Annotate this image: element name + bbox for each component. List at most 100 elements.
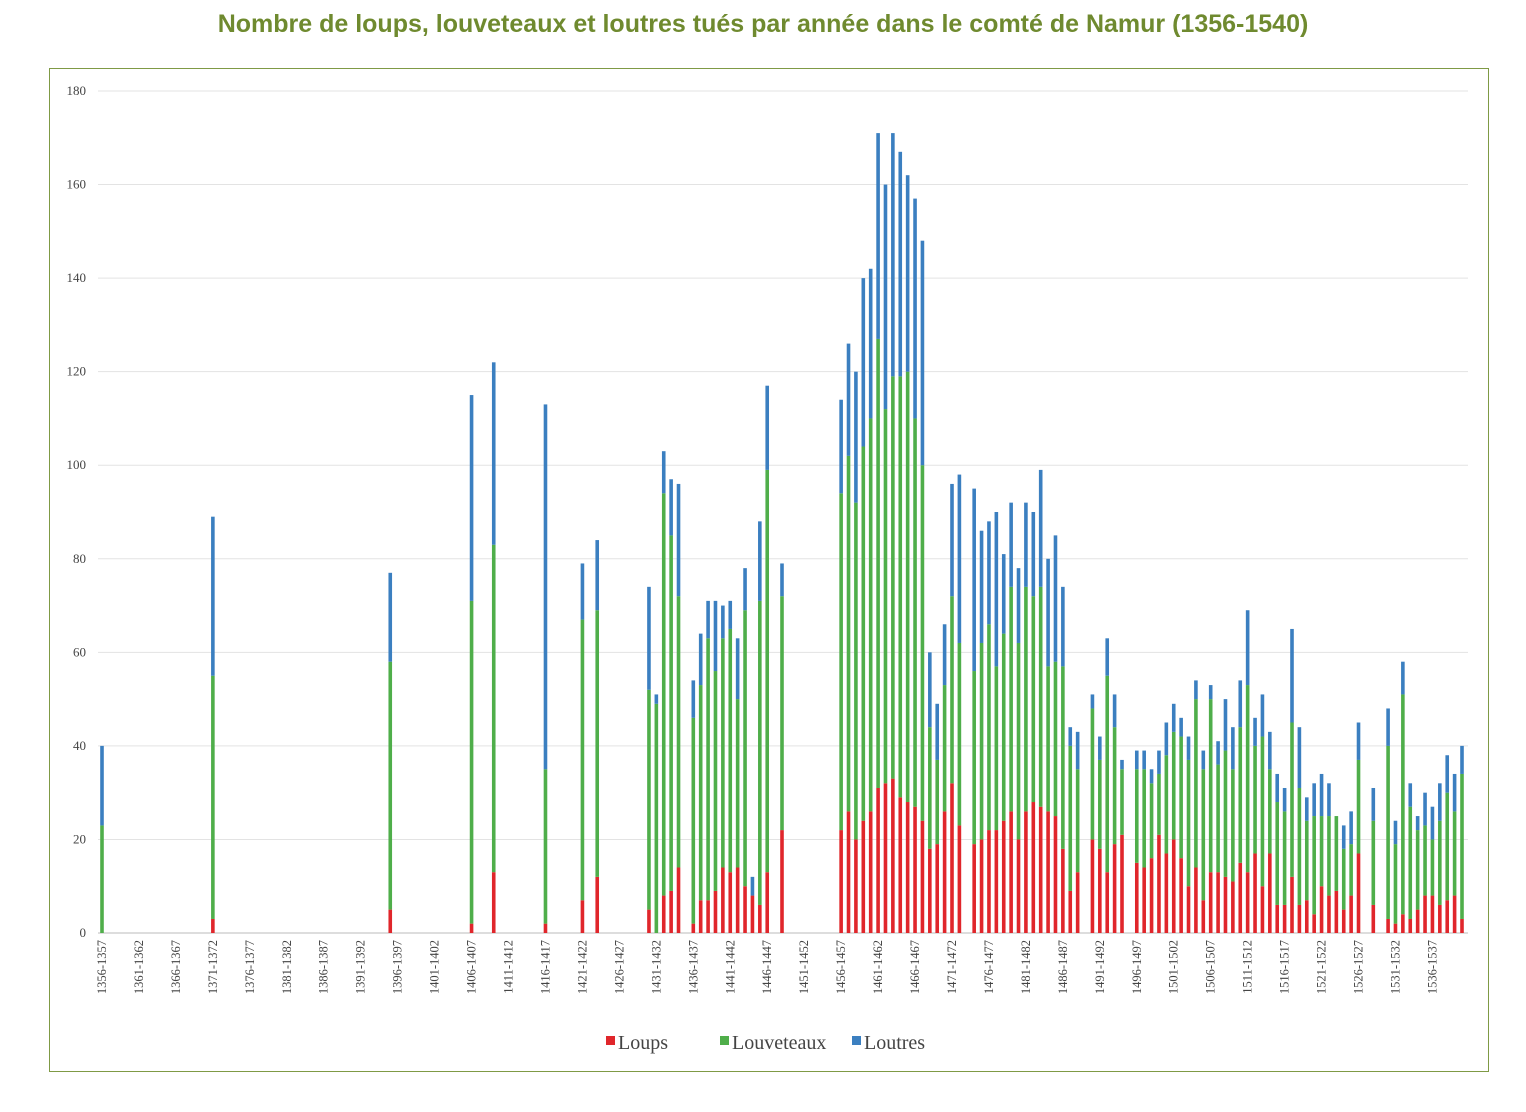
bar-louveteaux-1459 xyxy=(861,446,866,821)
bar-loutres-1502 xyxy=(1179,717,1183,737)
bar-loutres-1461 xyxy=(876,133,880,339)
bar-loups-1421 xyxy=(580,900,585,933)
bar-loups-1506 xyxy=(1208,872,1213,933)
bar-loutres-1467 xyxy=(920,240,925,466)
legend-swatch-loups xyxy=(606,1036,615,1045)
bar-loups-1433 xyxy=(669,890,673,933)
bar-louveteaux-1540 xyxy=(1460,773,1464,919)
x-tick-label: 1411-1412 xyxy=(502,940,516,994)
bar-louveteaux-1530 xyxy=(1386,745,1390,919)
bar-loutres-1490 xyxy=(1090,694,1095,709)
bar-loutres-1517 xyxy=(1290,628,1294,723)
bar-loups-1497 xyxy=(1142,867,1146,933)
bar-loutres-1511 xyxy=(1245,610,1250,686)
bar-louveteaux-1500 xyxy=(1164,755,1169,854)
bar-louveteaux-1432 xyxy=(661,493,666,896)
bar-loups-1436 xyxy=(691,923,696,933)
bar-loups-1531 xyxy=(1393,923,1398,933)
bar-loutres-1440 xyxy=(721,605,725,639)
bar-loutres-1515 xyxy=(1275,773,1280,803)
bar-louveteaux-1466 xyxy=(913,418,917,807)
bar-louveteaux-1460 xyxy=(868,418,873,812)
bar-loups-1456 xyxy=(839,830,843,933)
bar-loutres-1406 xyxy=(469,395,474,601)
bar-louveteaux-1536 xyxy=(1430,839,1435,896)
bar-loutres-1434 xyxy=(676,483,681,597)
bar-loups-1466 xyxy=(913,806,917,933)
bar-louveteaux-1512 xyxy=(1253,745,1257,854)
bar-loups-1432 xyxy=(661,895,666,933)
bar-loups-1514 xyxy=(1268,853,1272,933)
bar-loutres-1443 xyxy=(743,568,747,611)
y-tick-label: 80 xyxy=(73,551,86,566)
bar-loutres-1460 xyxy=(868,268,873,419)
bar-louveteaux-1494 xyxy=(1120,769,1124,835)
bar-loups-1533 xyxy=(1408,918,1413,933)
bar-loutres-1481 xyxy=(1024,502,1028,587)
x-tick-label: 1491-1492 xyxy=(1093,940,1107,994)
bar-loups-1488 xyxy=(1075,872,1080,933)
x-tick-label: 1486-1487 xyxy=(1056,940,1070,994)
bar-loups-1458 xyxy=(854,839,858,933)
bar-louveteaux-1406 xyxy=(469,600,474,924)
y-tick-label: 160 xyxy=(67,177,87,192)
bar-louveteaux-1518 xyxy=(1297,787,1302,905)
bar-louveteaux-1506 xyxy=(1208,699,1213,873)
bar-loutres-1520 xyxy=(1312,783,1316,817)
bar-loups-1409 xyxy=(491,872,496,933)
bar-loutres-1507 xyxy=(1216,741,1220,765)
bar-loutres-1395 xyxy=(388,572,393,662)
bar-loutres-1441 xyxy=(728,600,733,629)
x-tick-label: 1501-1502 xyxy=(1167,940,1181,994)
bar-loups-1500 xyxy=(1164,853,1169,933)
legend-swatch-louveteaux xyxy=(720,1036,729,1045)
bar-loutres-1525 xyxy=(1349,811,1353,845)
bar-loutres-1442 xyxy=(735,638,740,700)
bar-loups-1478 xyxy=(1001,820,1006,933)
bar-louveteaux-1409 xyxy=(491,544,496,873)
x-tick-label: 1391-1392 xyxy=(354,940,368,994)
bar-loutres-1457 xyxy=(846,343,851,456)
bar-loutres-1432 xyxy=(661,451,666,494)
bar-louveteaux-1480 xyxy=(1016,642,1021,840)
x-tick-label: 1376-1377 xyxy=(243,940,257,994)
bar-louveteaux-1486 xyxy=(1061,666,1065,849)
bar-loups-1430 xyxy=(647,909,651,933)
bar-louveteaux-1437 xyxy=(698,685,703,901)
bar-louveteaux-1499 xyxy=(1157,773,1161,835)
x-tick-label: 1511-1512 xyxy=(1241,940,1255,994)
bar-loutres-1409 xyxy=(491,362,496,545)
x-tick-label: 1366-1367 xyxy=(169,940,183,994)
bar-loutres-1493 xyxy=(1112,694,1117,728)
bar-loutres-1482 xyxy=(1031,512,1036,597)
bar-loutres-1444 xyxy=(750,876,755,896)
bar-louveteaux-1514 xyxy=(1268,769,1272,854)
bar-loups-1470 xyxy=(942,811,947,933)
bar-loups-1439 xyxy=(713,890,718,933)
legend-label-louveteaux: Louveteaux xyxy=(732,1032,826,1054)
bar-loups-1512 xyxy=(1253,853,1257,933)
bar-loutres-1479 xyxy=(1009,502,1013,587)
bar-loutres-1472 xyxy=(957,474,962,643)
bar-louveteaux-1524 xyxy=(1341,848,1346,910)
x-tick-label: 1386-1387 xyxy=(317,940,331,994)
bar-louveteaux-1534 xyxy=(1415,830,1420,910)
x-tick-label: 1361-1362 xyxy=(132,940,146,994)
x-tick-label: 1356-1357 xyxy=(95,940,109,994)
bar-louveteaux-1531 xyxy=(1393,844,1398,924)
bar-loutres-1445 xyxy=(758,521,762,601)
bar-louveteaux-1528 xyxy=(1371,820,1376,905)
bar-loups-1459 xyxy=(861,820,866,933)
bar-louveteaux-1539 xyxy=(1452,811,1457,896)
x-tick-label: 1476-1477 xyxy=(982,940,996,994)
bar-louveteaux-1476 xyxy=(987,624,991,831)
bar-loups-1465 xyxy=(905,802,910,933)
bar-loups-1437 xyxy=(698,900,703,933)
x-tick-label: 1441-1442 xyxy=(723,940,737,994)
bar-loups-1530 xyxy=(1386,918,1390,933)
bar-louveteaux-1436 xyxy=(691,717,696,924)
bar-loutres-1531 xyxy=(1393,820,1398,845)
x-tick-label: 1461-1462 xyxy=(871,940,885,994)
x-tick-label: 1471-1472 xyxy=(945,940,959,994)
bar-loutres-1521 xyxy=(1319,773,1324,817)
